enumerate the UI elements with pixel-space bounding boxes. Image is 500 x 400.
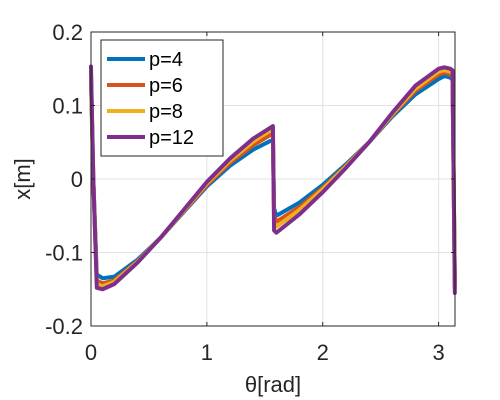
y-tick-label: -0.1 (45, 241, 83, 266)
x-axis-ticks: 0 1 2 3 (85, 32, 445, 365)
y-tick-label: 0 (71, 167, 83, 192)
series-layer (89, 64, 457, 295)
y-axis-ticks: -0.2 -0.1 0 0.1 0.2 (45, 20, 455, 339)
x-tick-label: 3 (432, 340, 444, 365)
y-tick-label: -0.2 (45, 314, 83, 339)
x-axis-label: θ[rad] (245, 372, 301, 397)
series-line (89, 64, 457, 295)
x-tick-label: 2 (317, 340, 329, 365)
y-tick-label: 0.1 (52, 94, 83, 119)
x-tick-label: 0 (85, 340, 97, 365)
y-axis-label: x[m] (10, 158, 35, 200)
legend: p=4 p=6 p=8 p=12 (100, 39, 224, 157)
x-tick-label: 1 (201, 340, 213, 365)
legend-label: p=8 (149, 101, 183, 123)
legend-label: p=4 (149, 49, 183, 71)
legend-label: p=12 (149, 127, 194, 149)
y-tick-label: 0.2 (52, 20, 83, 45)
legend-label: p=6 (149, 75, 183, 97)
